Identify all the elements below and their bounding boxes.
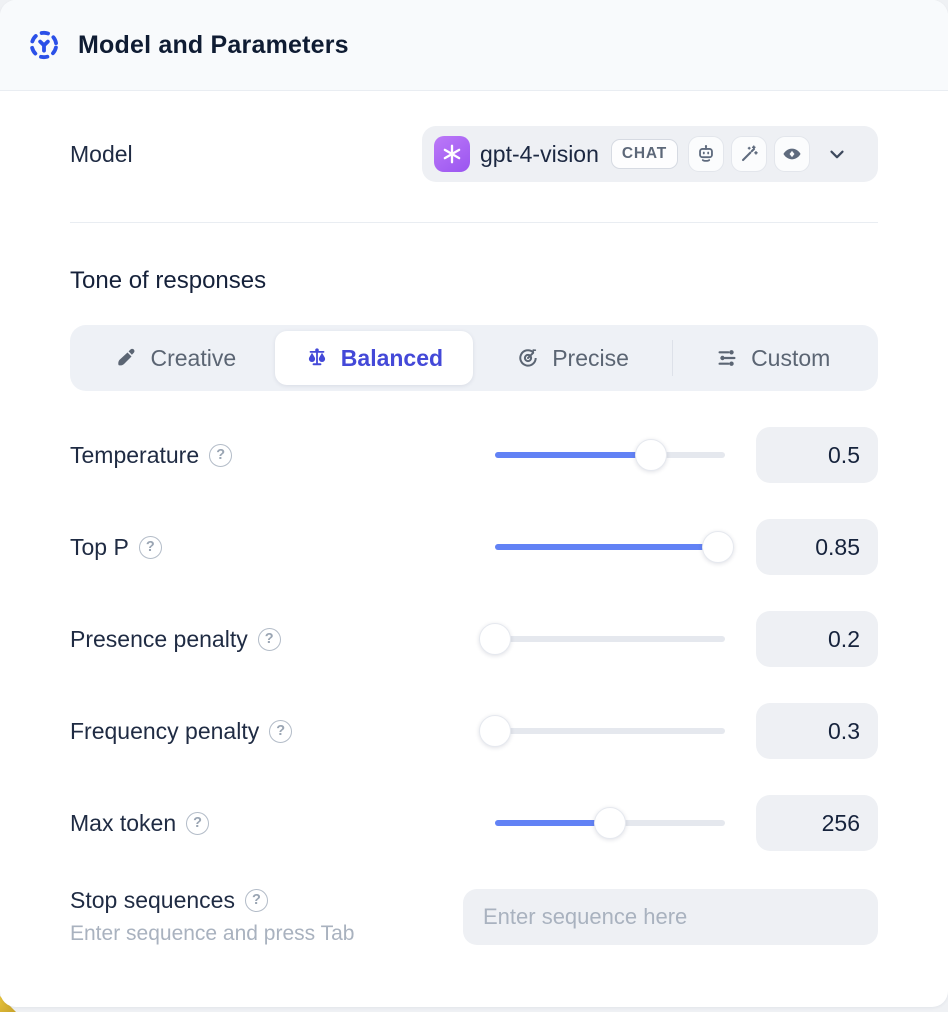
- max-token-value[interactable]: 256: [756, 795, 878, 851]
- temperature-label: Temperature: [70, 441, 200, 468]
- model-label: Model: [70, 140, 133, 167]
- frequency-penalty-value[interactable]: 0.3: [756, 703, 878, 759]
- robot-icon[interactable]: [688, 136, 724, 172]
- page-title: Model and Parameters: [78, 30, 349, 59]
- max-token-row: Max token? 256: [70, 795, 878, 851]
- frequency-penalty-row: Frequency penalty? 0.3: [70, 703, 878, 759]
- slider-thumb[interactable]: [594, 807, 626, 839]
- slider-thumb[interactable]: [479, 623, 511, 655]
- model-hub-icon: [26, 27, 62, 63]
- help-icon[interactable]: ?: [138, 535, 162, 559]
- top-p-slider[interactable]: [495, 531, 735, 563]
- stop-sequences-labels: Stop sequences ? Enter sequence and pres…: [70, 887, 463, 946]
- help-icon[interactable]: ?: [269, 719, 293, 743]
- scale-icon: [305, 346, 329, 370]
- sliders-icon: [715, 346, 739, 370]
- tone-heading: Tone of responses: [70, 267, 267, 294]
- help-icon[interactable]: ?: [186, 811, 210, 835]
- selected-model-name: gpt-4-vision: [480, 140, 599, 167]
- tone-option-label: Creative: [150, 344, 237, 371]
- panel-header: Model and Parameters: [0, 0, 948, 91]
- tone-option-label: Precise: [552, 344, 629, 371]
- openai-logo: [434, 136, 470, 172]
- slider-thumb[interactable]: [479, 715, 511, 747]
- section-divider: [70, 222, 878, 223]
- tone-option-custom[interactable]: Custom: [673, 331, 872, 385]
- max-token-slider[interactable]: [495, 807, 725, 839]
- stop-sequences-hint: Enter sequence and press Tab: [70, 922, 355, 945]
- top-p-row: Top P? 0.85: [70, 519, 878, 575]
- panel-content: Model: [0, 91, 948, 1007]
- model-select-dropdown[interactable]: gpt-4-vision CHAT: [422, 126, 878, 182]
- help-icon[interactable]: ?: [257, 627, 281, 651]
- temperature-value[interactable]: 0.5: [756, 427, 878, 483]
- slider-track: [495, 728, 725, 734]
- top-p-label: Top P: [70, 533, 129, 560]
- target-icon: [516, 346, 540, 370]
- frequency-penalty-label: Frequency penalty: [70, 717, 260, 744]
- tone-option-label: Custom: [751, 344, 831, 371]
- chevron-down-icon: [826, 143, 848, 165]
- stop-sequence-input[interactable]: [463, 888, 878, 945]
- top-p-value[interactable]: 0.85: [756, 519, 878, 575]
- slider-fill: [495, 452, 652, 458]
- chat-type-badge: CHAT: [610, 139, 678, 169]
- wand-icon[interactable]: [731, 136, 767, 172]
- help-icon[interactable]: ?: [209, 443, 233, 467]
- slider-fill: [495, 544, 719, 550]
- presence-penalty-row: Presence penalty? 0.2: [70, 611, 878, 667]
- model-row: Model: [70, 126, 878, 182]
- presence-penalty-label: Presence penalty: [70, 625, 248, 652]
- help-icon[interactable]: ?: [244, 889, 268, 912]
- temperature-row: Temperature? 0.5: [70, 427, 878, 483]
- parameter-rows: Temperature? 0.5 Top P? 0.85 Presence penalt…: [70, 427, 878, 851]
- stop-sequences-row: Stop sequences ? Enter sequence and pres…: [70, 887, 878, 946]
- stop-sequences-label: Stop sequences: [70, 887, 235, 913]
- tone-option-balanced[interactable]: Balanced: [274, 331, 474, 385]
- slider-thumb[interactable]: [702, 531, 735, 563]
- temperature-slider[interactable]: [495, 439, 725, 471]
- presence-penalty-value[interactable]: 0.2: [756, 611, 878, 667]
- tone-option-label: Balanced: [340, 344, 444, 371]
- tone-option-creative[interactable]: Creative: [76, 331, 275, 385]
- presence-penalty-slider[interactable]: [479, 623, 725, 655]
- tone-segmented-control: Creative Balanced Precise Custom: [70, 325, 878, 391]
- capability-icons: [688, 136, 810, 172]
- frequency-penalty-slider[interactable]: [479, 715, 725, 747]
- max-token-label: Max token: [70, 809, 177, 836]
- segment-divider: [671, 340, 674, 376]
- tone-option-precise[interactable]: Precise: [473, 331, 672, 385]
- slider-thumb[interactable]: [635, 439, 668, 471]
- slider-fill: [495, 820, 610, 826]
- paintbrush-icon: [114, 346, 138, 370]
- slider-track: [495, 636, 725, 642]
- vision-icon[interactable]: [774, 136, 810, 172]
